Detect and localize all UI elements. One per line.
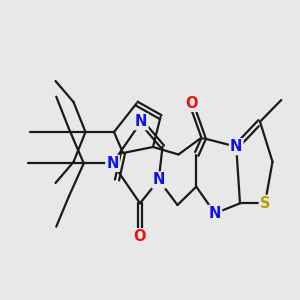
- Text: N: N: [230, 139, 242, 154]
- Text: O: O: [185, 96, 197, 111]
- Text: N: N: [153, 172, 165, 188]
- Text: N: N: [209, 206, 221, 221]
- Text: N: N: [135, 114, 147, 129]
- Text: N: N: [106, 156, 119, 171]
- Text: O: O: [134, 229, 146, 244]
- Text: S: S: [260, 196, 270, 211]
